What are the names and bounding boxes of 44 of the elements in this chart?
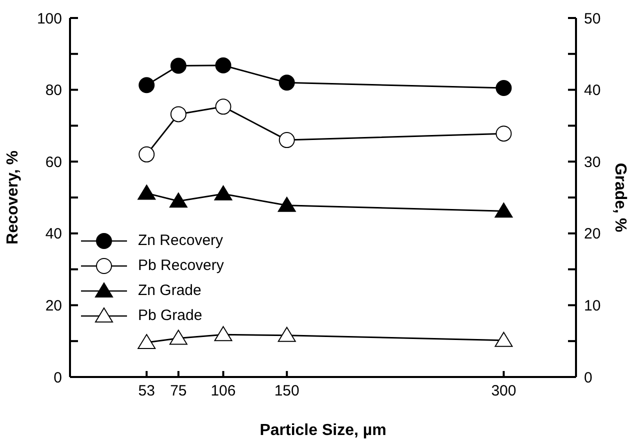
- legend-label: Zn Grade: [138, 282, 202, 299]
- legend-label: Pb Grade: [138, 307, 202, 324]
- point: [214, 326, 232, 342]
- y2-tick-label: 20: [584, 226, 601, 243]
- y2-tick-label: 0: [584, 369, 592, 386]
- y-tick-label: 80: [45, 82, 62, 100]
- y-axis-title: Recovery, %: [4, 150, 22, 244]
- point: [496, 126, 512, 142]
- y-tick-label: 40: [45, 226, 62, 243]
- x-tick-label: 75: [170, 382, 187, 400]
- x-tick-label: 106: [210, 382, 236, 400]
- y2-tick-label: 40: [584, 82, 601, 100]
- point: [215, 57, 232, 74]
- legend-label: Zn Recovery: [138, 232, 224, 249]
- point: [170, 106, 186, 122]
- point: [278, 132, 295, 148]
- x-axis-title: Particle Size, µm: [260, 422, 386, 439]
- point: [278, 74, 295, 91]
- x-tick-label: 53: [138, 382, 155, 400]
- point: [214, 185, 232, 200]
- point: [496, 80, 512, 96]
- point: [278, 196, 296, 212]
- y2-tick-label: 10: [584, 298, 601, 315]
- point: [215, 98, 232, 115]
- x-tick-label: 150: [274, 382, 300, 400]
- y-tick-label: 100: [36, 10, 62, 28]
- point: [138, 184, 156, 200]
- y2-axis-title: Grade, %: [611, 162, 628, 232]
- point: [138, 77, 155, 94]
- legend-label: Pb Recovery: [138, 257, 224, 274]
- y-tick-label: 60: [45, 154, 62, 171]
- x-tick-label: 300: [491, 382, 516, 400]
- y-tick-label: 0: [54, 369, 62, 386]
- point: [138, 146, 155, 162]
- point: [169, 330, 188, 345]
- point: [494, 332, 513, 347]
- y-tick-label: 20: [45, 298, 62, 315]
- point: [170, 58, 186, 74]
- point: [494, 202, 513, 218]
- point: [169, 192, 188, 208]
- y2-tick-label: 30: [584, 154, 601, 171]
- y2-tick-label: 50: [584, 10, 601, 28]
- point: [278, 326, 296, 342]
- point: [138, 334, 156, 350]
